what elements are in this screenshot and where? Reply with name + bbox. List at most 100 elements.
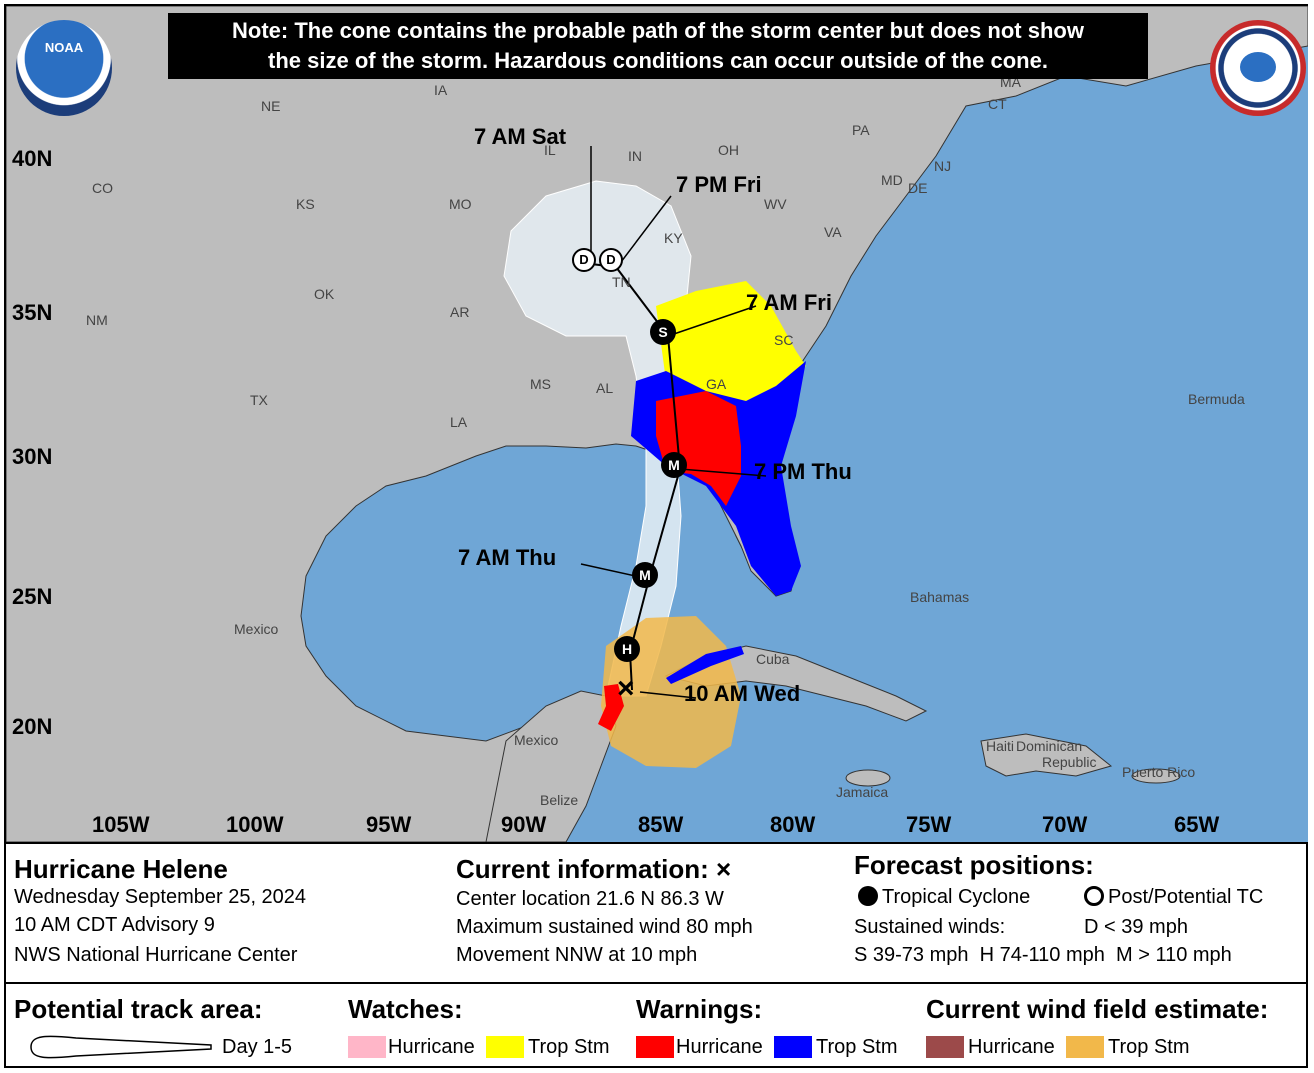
hurricane-watch-swatch (348, 1036, 386, 1058)
current-info-title: Current information: (456, 854, 709, 884)
region-label: Bermuda (1188, 391, 1245, 407)
trop-storm-wind-label: Trop Stm (1108, 1036, 1190, 1058)
track-label-fri-7pm: 7 PM Fri (676, 172, 762, 197)
cone-disclaimer-note: Note: The cone contains the probable pat… (168, 13, 1148, 79)
label-leaders (580, 146, 767, 699)
forecast-map: 40N 35N 30N 25N 20N 105W 100W 95W 90W 85… (6, 6, 1308, 844)
track-label-thu-7am: 7 AM Thu (458, 545, 557, 570)
lon-label-90w: 90W (501, 812, 547, 837)
hurricane-warning-area (656, 391, 741, 506)
nws-logo (1210, 20, 1306, 116)
state-label: TX (250, 392, 268, 408)
forecast-positions-title: Forecast positions: (854, 850, 1094, 880)
track-label-thu-7pm: 7 PM Thu (754, 459, 852, 484)
current-info-heading: Current information: × (456, 854, 731, 885)
lat-label-20n: 20N (12, 714, 53, 739)
region-label: Haiti (986, 738, 1015, 754)
wind-field-title: Current wind field estimate: (926, 994, 1269, 1024)
hispaniola-land (980, 733, 1113, 777)
depression-wind-key: D < 39 mph (1084, 916, 1188, 938)
nws-logo-emblem (1240, 52, 1276, 82)
state-label: IL (544, 142, 556, 158)
state-label: AL (596, 380, 614, 396)
region-label: Belize (540, 792, 579, 808)
warnings-title: Warnings: (636, 994, 763, 1024)
lat-label-40n: 40N (12, 146, 53, 171)
lon-label-80w: 80W (770, 812, 816, 837)
track-area-title: Potential track area: (14, 994, 263, 1024)
hurricane-wind-swatch (926, 1036, 964, 1058)
open-circle-icon (1084, 886, 1104, 906)
post-potential-tc-key: Post/Potential TC (1084, 886, 1263, 909)
storm-movement: Movement NNW at 10 mph (456, 944, 698, 966)
hurricane-wind-label: Hurricane (968, 1036, 1055, 1058)
region-label: Jamaica (836, 784, 889, 800)
track-point-storm: S (650, 319, 676, 345)
current-position-x-icon: × (716, 854, 732, 884)
trop-storm-warning-label: Trop Stm (816, 1036, 898, 1058)
state-label: IN (628, 148, 642, 164)
track-point-major: M (661, 452, 687, 478)
state-label: CT (988, 96, 1007, 112)
trop-storm-wind-swatch (1066, 1036, 1104, 1058)
lon-label-95w: 95W (366, 812, 412, 837)
state-label: MO (449, 196, 472, 212)
track-point-current: × (617, 672, 635, 705)
lon-label-100w: 100W (226, 812, 284, 837)
region-label: Republic (1042, 754, 1097, 770)
state-label: SC (774, 332, 794, 348)
lat-label-35n: 35N (12, 300, 53, 325)
storm-date: Wednesday September 25, 2024 (14, 886, 307, 908)
lat-label-25n: 25N (12, 584, 53, 609)
trop-storm-watch-area (656, 281, 806, 401)
state-label: OH (718, 142, 739, 158)
state-label: TN (612, 274, 631, 290)
state-label: AR (450, 304, 470, 320)
region-label: Cuba (756, 651, 790, 667)
state-label: MS (530, 376, 551, 392)
region-label: Mexico (514, 732, 559, 748)
track-point-depression: D (599, 248, 623, 272)
state-label: NM (86, 312, 108, 328)
note-line-2: the size of the storm. Hazardous conditi… (268, 48, 1048, 73)
track-label-fri-7am: 7 AM Fri (746, 290, 832, 315)
center-location: Center location 21.6 N 86.3 W (456, 888, 724, 910)
track-label-sat-7am: 7 AM Sat (474, 124, 567, 149)
jamaica-land (845, 769, 891, 787)
noaa-logo: NOAA (16, 20, 112, 116)
lon-label-75w: 75W (906, 812, 952, 837)
lon-label-70w: 70W (1042, 812, 1088, 837)
cone-shape-icon (30, 1035, 212, 1059)
watches-title: Watches: (348, 994, 463, 1024)
trop-storm-watch-label: Trop Stm (528, 1036, 610, 1058)
track-point-hurricane: H (614, 636, 640, 662)
state-label: PA (852, 122, 870, 138)
storm-info-panel: Hurricane Helene Wednesday September 25,… (6, 844, 1308, 984)
max-sustained-wind: Maximum sustained wind 80 mph (456, 916, 753, 938)
intensity-scale-key: S 39-73 mph H 74-110 mph M > 110 mph (854, 944, 1232, 966)
hurricane-warning-yucatan (598, 684, 624, 731)
track-area-day-label: Day 1-5 (222, 1036, 293, 1058)
noaa-logo-text: NOAA (44, 40, 84, 55)
tropical-cyclone-key: Tropical Cyclone (858, 886, 1030, 909)
region-label: Mexico (234, 621, 279, 637)
region-label: Puerto Rico (1122, 764, 1196, 780)
hurricane-watch-label: Hurricane (388, 1036, 475, 1058)
state-label: OK (314, 286, 335, 302)
trop-storm-warning-cuba (666, 646, 744, 684)
lon-label-105w: 105W (92, 812, 150, 837)
state-label: KY (664, 230, 683, 246)
track-point-major: M (632, 562, 658, 588)
state-label: GA (706, 376, 727, 392)
state-label: MD (881, 172, 903, 188)
issuing-center: NWS National Hurricane Center (14, 944, 298, 966)
track-label-wed-10am: 10 AM Wed (684, 681, 801, 706)
lon-label-65w: 65W (1174, 812, 1220, 837)
filled-circle-icon (858, 886, 878, 906)
state-label: DE (908, 180, 928, 196)
state-label: KS (296, 196, 315, 212)
state-label: WV (764, 196, 787, 212)
sustained-winds-label: Sustained winds: (854, 916, 1006, 938)
map-canvas (6, 6, 1308, 842)
puerto-rico-land (1131, 768, 1181, 784)
